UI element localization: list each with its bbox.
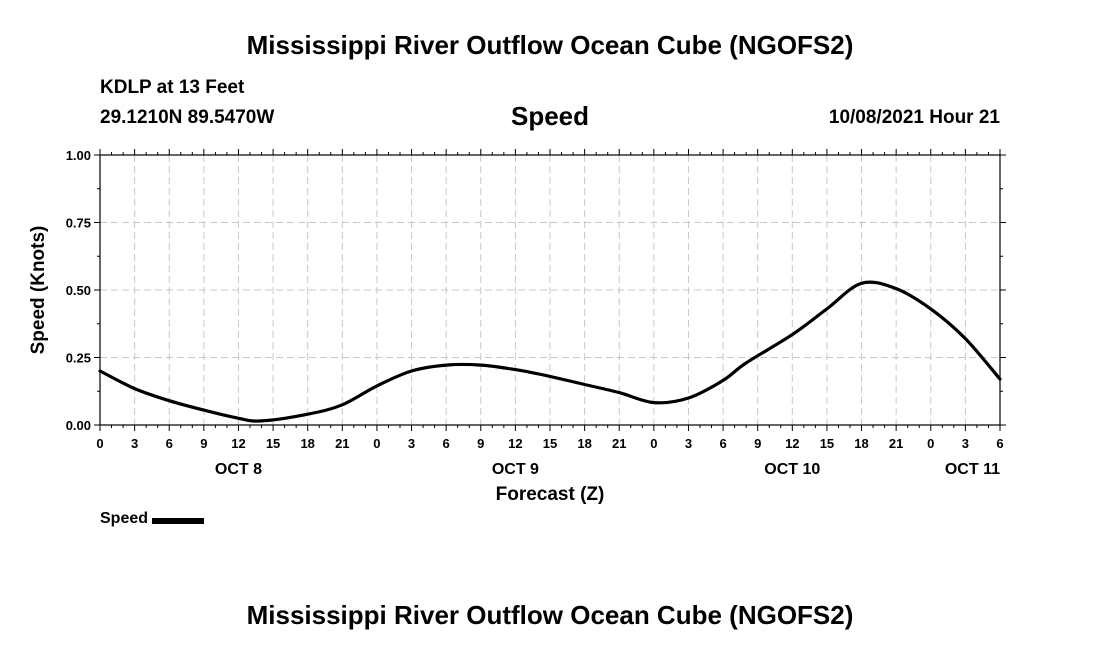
x-tick-label: 12	[785, 436, 799, 451]
x-tick-label: 9	[754, 436, 761, 451]
x-tick-label: 0	[373, 436, 380, 451]
x-tick-label: 21	[335, 436, 349, 451]
x-tick-label: 6	[719, 436, 726, 451]
x-tick-label: 18	[300, 436, 314, 451]
x-tick-label: 3	[408, 436, 415, 451]
y-tick-label: 0.50	[66, 283, 91, 298]
footer-title: Mississippi River Outflow Ocean Cube (NG…	[246, 600, 854, 630]
x-tick-label: 15	[820, 436, 834, 451]
x-tick-label: 9	[200, 436, 207, 451]
x-tick-label: 18	[577, 436, 591, 451]
x-tick-label: 3	[685, 436, 692, 451]
y-tick-labels: 0.00 0.25 0.50 0.75 1.00	[66, 148, 91, 433]
y-tick-label: 0.25	[66, 351, 91, 366]
grid	[100, 155, 1000, 425]
x-tick-label: 12	[231, 436, 245, 451]
speed-series-line	[98, 280, 1002, 423]
x-tick-labels: 0 3 6 9 12 15 18 21 0 3 6 9 12 15 18 21 0 3 6 9 12 15 18 21 0 3 6	[96, 436, 1003, 451]
x-tick-label: 6	[996, 436, 1003, 451]
x-tick-label: 9	[477, 436, 484, 451]
plot-area	[99, 154, 1001, 426]
x-tick-label: 0	[650, 436, 657, 451]
y-tick-label: 1.00	[66, 148, 91, 163]
x-axis-label: Forecast (Z)	[496, 484, 605, 505]
y-axis-label: Speed (Knots)	[28, 226, 49, 355]
legend-swatch	[152, 518, 205, 524]
station-coordinates: 29.1210N 89.5470W	[100, 107, 275, 128]
x-tick-label: 18	[854, 436, 868, 451]
variable-title: Speed	[510, 101, 590, 131]
x-tick-label: 15	[266, 436, 280, 451]
chart-title: Mississippi River Outflow Ocean Cube (NG…	[246, 30, 854, 60]
x-tick-label: 6	[166, 436, 173, 451]
day-label: OCT 8	[215, 461, 262, 478]
legend-label: Speed	[100, 510, 149, 527]
day-label: OCT 10	[764, 461, 820, 478]
x-tick-label: 3	[962, 436, 969, 451]
x-tick-label: 21	[612, 436, 626, 451]
forecast-datetime: 10/08/2021 Hour 21	[828, 107, 1000, 128]
day-label: OCT 11	[945, 461, 1000, 478]
x-tick-label: 0	[96, 436, 103, 451]
x-tick-label: 12	[508, 436, 522, 451]
legend: Speed	[100, 510, 205, 528]
x-tick-label: 0	[927, 436, 934, 451]
y-tick-label: 0.00	[66, 418, 91, 433]
y-tick-label: 0.75	[66, 216, 91, 231]
x-tick-label: 6	[443, 436, 450, 451]
day-labels: OCT 8 OCT 9 OCT 10 OCT 11	[215, 461, 1000, 478]
x-tick-label: 3	[131, 436, 138, 451]
day-label: OCT 9	[492, 461, 539, 478]
x-tick-label: 21	[889, 436, 903, 451]
station-label: KDLP at 13 Feet	[100, 77, 245, 98]
x-tick-label: 15	[543, 436, 557, 451]
